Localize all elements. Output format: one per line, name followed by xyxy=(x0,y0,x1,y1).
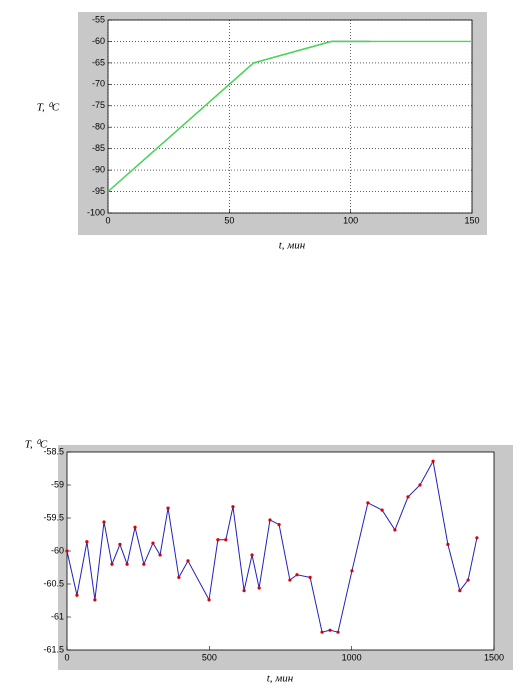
y-tick-label: -75 xyxy=(92,100,105,110)
data-point xyxy=(231,505,235,509)
data-point xyxy=(216,538,220,542)
y-tick-label: -90 xyxy=(92,164,105,174)
plot-area xyxy=(66,451,495,651)
data-point xyxy=(125,562,129,566)
y-tick-label: -95 xyxy=(92,186,105,196)
data-point xyxy=(393,528,397,532)
data-point xyxy=(93,598,97,602)
data-point xyxy=(110,562,114,566)
y-tick-label: -60 xyxy=(51,545,64,555)
x-tick-label: 500 xyxy=(202,652,217,662)
x-tick-label: 100 xyxy=(343,215,358,225)
x-tick-label: 0 xyxy=(105,215,110,225)
data-point xyxy=(380,508,384,512)
data-point xyxy=(177,575,181,580)
y-tick-label: -61 xyxy=(51,611,64,621)
data-point xyxy=(133,525,137,529)
y-tick-label: -70 xyxy=(92,79,105,89)
data-point xyxy=(102,520,106,524)
data-point xyxy=(458,589,462,593)
data-point xyxy=(406,495,410,499)
data-point xyxy=(475,536,479,540)
y-tick-label: -100 xyxy=(87,207,105,217)
x-axis-label: t, мин xyxy=(267,673,294,685)
data-point xyxy=(151,541,155,545)
y-tick-label: -59.5 xyxy=(43,512,64,522)
data-point xyxy=(295,573,299,577)
x-tick-label: 0 xyxy=(64,652,69,662)
data-point xyxy=(242,589,246,593)
data-point xyxy=(166,506,170,510)
data-point xyxy=(277,523,281,527)
data-point xyxy=(142,562,146,566)
data-point xyxy=(308,575,312,580)
y-tick-label: -61.5 xyxy=(43,644,64,654)
data-point xyxy=(350,569,354,573)
data-point xyxy=(336,630,340,634)
data-point xyxy=(320,630,324,634)
data-point xyxy=(65,549,69,553)
data-point xyxy=(431,459,435,463)
data-point xyxy=(418,483,422,487)
data-point xyxy=(224,538,228,542)
y-tick-label: -80 xyxy=(92,122,105,132)
y-tick-label: -60.5 xyxy=(43,578,64,588)
data-point xyxy=(75,593,79,597)
y-tick-label: -55 xyxy=(92,14,105,24)
y-tick-label: -65 xyxy=(92,57,105,67)
x-axis-label: t, мин xyxy=(279,240,306,252)
data-point xyxy=(158,553,162,557)
data-point xyxy=(328,628,332,632)
data-point xyxy=(288,578,292,582)
x-tick-label: 1500 xyxy=(484,652,504,662)
y-tick-label: -60 xyxy=(92,36,105,46)
y-tick-label: -59 xyxy=(51,479,64,489)
data-point xyxy=(207,598,211,602)
data-point xyxy=(250,553,254,557)
data-point xyxy=(85,540,89,544)
y-axis-label: T, ⁰C xyxy=(37,102,60,114)
data-point xyxy=(466,578,470,582)
x-tick-label: 1000 xyxy=(342,652,362,662)
data-point xyxy=(118,542,122,547)
data-point xyxy=(186,559,190,563)
x-tick-label: 50 xyxy=(224,215,234,225)
y-axis-label: T, ⁰C xyxy=(25,439,48,451)
plot-area xyxy=(107,19,473,214)
series-line xyxy=(107,40,472,193)
data-point xyxy=(446,542,450,547)
data-point xyxy=(268,518,272,522)
data-point xyxy=(366,501,370,505)
data-point xyxy=(257,586,261,590)
x-tick-label: 150 xyxy=(464,215,479,225)
y-tick-label: -58.5 xyxy=(43,446,64,456)
y-tick-label: -85 xyxy=(92,143,105,153)
